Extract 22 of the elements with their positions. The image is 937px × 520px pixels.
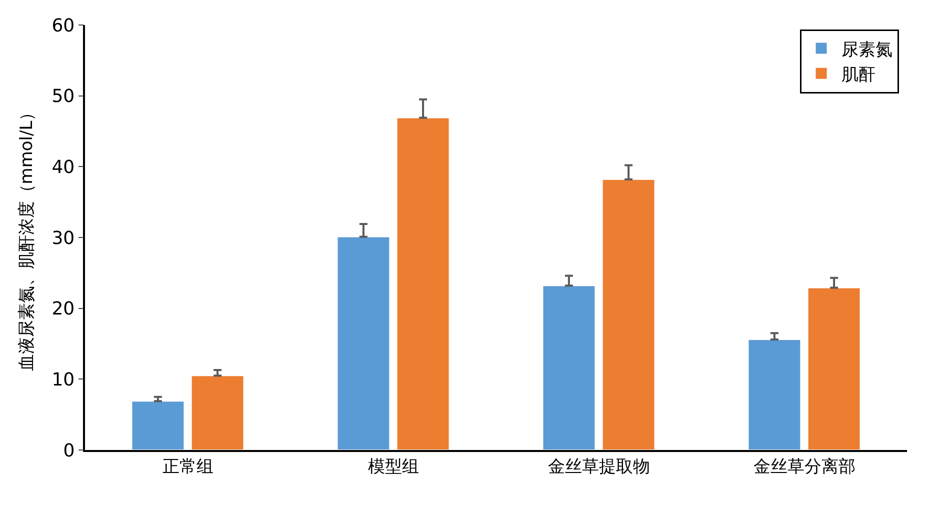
x-tick-label: 金丝草分离部 xyxy=(753,457,856,478)
x-tick-label: 正常组 xyxy=(162,457,214,478)
legend-label: 尿素氮 xyxy=(841,40,892,60)
bar xyxy=(542,285,596,450)
bar xyxy=(602,178,656,450)
bar xyxy=(190,375,244,450)
bar xyxy=(807,287,861,450)
bar xyxy=(336,236,390,450)
y-tick-label: 50 xyxy=(52,86,75,108)
x-tick-label: 模型组 xyxy=(368,457,419,478)
y-tick-label: 40 xyxy=(52,156,75,178)
y-tick-label: 10 xyxy=(52,369,75,390)
y-tick-label: 0 xyxy=(63,440,75,462)
y-axis-title: 血液尿素氮、肌酐浓度（mmol/L） xyxy=(16,104,37,372)
y-tick-label: 30 xyxy=(52,228,75,249)
bar xyxy=(396,117,450,450)
bar xyxy=(131,400,185,450)
bar xyxy=(748,339,802,450)
y-tick-label: 20 xyxy=(52,298,75,320)
y-tick-label: 60 xyxy=(52,15,75,36)
legend-label: 肌酐 xyxy=(841,65,876,86)
x-tick-label: 金丝草提取物 xyxy=(548,457,650,478)
